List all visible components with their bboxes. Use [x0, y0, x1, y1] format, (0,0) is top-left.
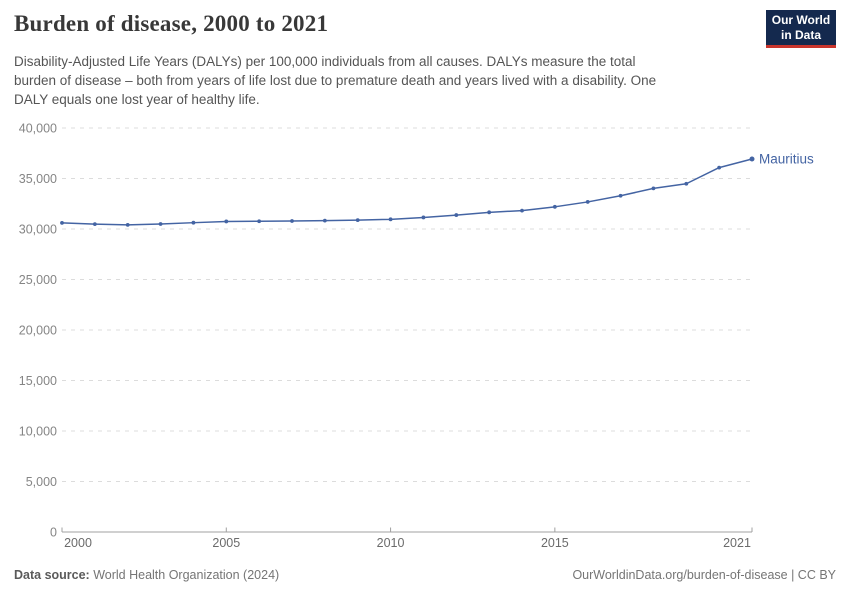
data-point	[388, 217, 393, 222]
y-tick-label: 10,000	[19, 425, 57, 439]
subtitle-line: burden of disease – both from years of l…	[14, 73, 657, 88]
data-point	[224, 219, 229, 224]
trend-line-mauritius	[60, 156, 755, 227]
y-tick-label: 30,000	[19, 223, 57, 237]
data-point	[355, 218, 360, 223]
owid-logo-line1: Our World	[771, 13, 831, 27]
chart-subtitle: Disability-Adjusted Life Years (DALYs) p…	[14, 52, 774, 109]
data-source-value: World Health Organization (2024)	[89, 568, 280, 582]
data-point	[552, 204, 557, 209]
y-tick-label: 35,000	[19, 172, 57, 186]
data-source-note: Data source: World Health Organization (…	[14, 568, 279, 582]
data-point	[717, 165, 722, 170]
owid-logo[interactable]: Our World in Data	[766, 10, 836, 48]
data-point	[585, 200, 590, 204]
y-tick-label: 25,000	[19, 273, 57, 287]
y-gridlines	[62, 127, 753, 482]
x-tick-label: 2000	[64, 536, 92, 550]
y-tick-label: 15,000	[19, 374, 57, 388]
trend-line	[61, 158, 753, 226]
page-title: Burden of disease, 2000 to 2021	[14, 11, 329, 36]
data-point	[290, 219, 294, 223]
data-point	[651, 186, 656, 191]
owid-logo-line2: in Data	[780, 28, 821, 42]
data-point	[60, 220, 64, 225]
data-point	[322, 218, 327, 223]
entity-label-mauritius: Mauritius	[759, 152, 814, 167]
data-point	[257, 219, 262, 224]
attribution-link[interactable]: OurWorldinData.org/burden-of-disease | C…	[572, 568, 836, 582]
subtitle-line: Disability-Adjusted Life Years (DALYs) p…	[14, 54, 636, 69]
data-point	[158, 222, 163, 226]
y-tick-label: 20,000	[19, 324, 57, 338]
x-tick-label: 2015	[541, 536, 569, 550]
x-tick-label: 2005	[212, 536, 240, 550]
data-point	[749, 156, 755, 162]
y-tick-label: 5,000	[26, 475, 57, 489]
data-point	[618, 193, 623, 198]
y-axis-tick-labels: 0 5,000 10,000 15,000 20,000 25,000 30,000 35,0…	[19, 122, 57, 540]
x-tick-label: 2010	[377, 536, 405, 550]
data-point	[92, 222, 97, 227]
data-point	[454, 213, 459, 217]
x-tick-label: 2021	[723, 536, 751, 550]
data-point	[191, 220, 196, 225]
chart-footer: Data source: World Health Organization (…	[14, 568, 836, 582]
data-source-label: Data source:	[14, 568, 90, 582]
data-point	[125, 223, 130, 227]
data-point	[684, 181, 689, 186]
subtitle-line: DALY equals one lost year of healthy lif…	[14, 92, 260, 107]
y-tick-label: 40,000	[19, 122, 57, 136]
x-axis-tick-labels: 2000 2005 2010 2015 2021	[64, 536, 751, 550]
y-tick-label: 0	[50, 526, 57, 540]
data-point	[520, 208, 524, 213]
x-axis	[61, 527, 753, 533]
data-point	[487, 210, 492, 215]
line-chart: 0 5,000 10,000 15,000 20,000 25,000 30,000 35,0…	[19, 122, 814, 551]
data-point	[421, 215, 426, 220]
